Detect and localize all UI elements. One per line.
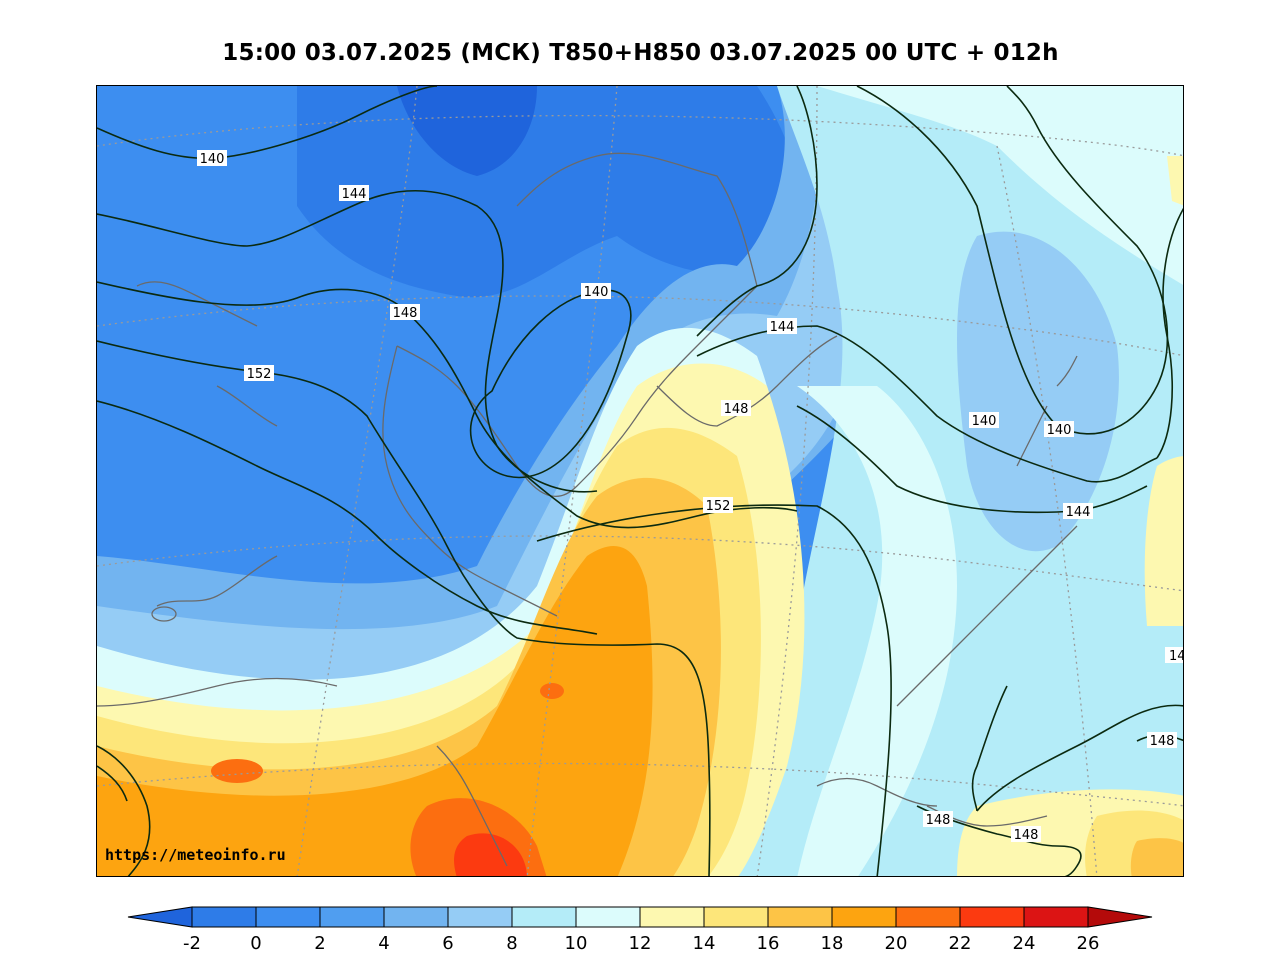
field-24-26-a [454,833,527,876]
isoline-label: 140 [972,414,997,429]
isoline-label: 152 [247,367,272,382]
colorbar-cells [127,906,1153,928]
colorbar-tick-label: 24 [1013,933,1036,954]
field-22-24-c [540,683,564,699]
field-8-10-east [957,231,1119,552]
isoline-label: 14 [1169,649,1184,664]
isoline-label: 140 [1047,423,1072,438]
colorbar-tick-label: 18 [821,933,844,954]
isoline-label: 148 [393,306,418,321]
colorbar-cell [447,906,513,928]
field-14-16-e [1144,456,1183,626]
colorbar-cell [767,906,833,928]
isoline-labels: 140 144 148 152 140 144 148 152 140 140 … [197,150,1184,843]
field-0-2 [397,86,537,176]
colorbar-cell [191,906,257,928]
colorbar-cell [575,906,641,928]
isoline-label: 148 [1014,828,1039,843]
colorbar-tick-label: 6 [442,933,453,954]
isoline-label: 144 [342,187,367,202]
colorbar-tick-label: 26 [1077,933,1100,954]
colorbar-tick-label: 8 [506,933,517,954]
colorbar-tick-label: -2 [183,933,201,954]
field-12-14-east2 [797,386,957,876]
colorbar-cell [959,906,1025,928]
colorbar-tick-label: 10 [565,933,588,954]
field-20-22 [97,546,653,876]
source-url[interactable]: https://meteoinfo.ru [105,846,286,864]
colorbar-tick-label: 0 [250,933,261,954]
colorbar-arrow-left [127,906,193,928]
field-18-20-se [1130,838,1183,876]
isoline-label: 148 [724,402,749,417]
colorbar-cell [255,906,321,928]
field-22-24-b [211,759,263,783]
colorbar-ticks: -2 0 2 4 6 8 10 12 14 16 18 20 22 24 26 [183,933,1099,954]
isoline-label: 148 [1150,734,1175,749]
colorbar-arrow-right [1087,906,1153,928]
colorbar-tick-label: 16 [757,933,780,954]
field-2-4 [297,86,799,298]
field-12-14-east [817,86,1183,285]
colorbar-tick-label: 14 [693,933,716,954]
colorbar-cell [639,906,705,928]
isoline-label: 140 [200,152,225,167]
isoline-label: 148 [926,813,951,828]
colorbar-tick-label: 4 [378,933,389,954]
colorbar-tick-label: 2 [314,933,325,954]
page-title: 15:00 03.07.2025 (МСК) T850+H850 03.07.2… [222,40,1059,66]
isoline-label: 152 [706,499,731,514]
isoline-label: 144 [1066,505,1091,520]
colorbar: -2 0 2 4 6 8 10 12 14 16 18 20 22 24 26 [127,906,1153,954]
colorbar-cell [703,906,769,928]
colorbar-cell [1023,906,1089,928]
colorbar-cell [831,906,897,928]
coastlines [97,152,1078,867]
colorbar-cell [511,906,577,928]
graticule [97,86,1183,876]
colorbar-tick-label: 12 [629,933,652,954]
colorbar-cell [319,906,385,928]
field-14-16-ne [1167,156,1183,206]
colorbar-cell [895,906,961,928]
colorbar-tick-label: 20 [885,933,908,954]
isoline-label: 144 [770,320,795,335]
colorbar-tick-label: 22 [949,933,972,954]
colorbar-cell [383,906,449,928]
temperature-map: 140 144 148 152 140 144 148 152 140 140 … [96,85,1184,877]
isoline-label: 140 [584,285,609,300]
